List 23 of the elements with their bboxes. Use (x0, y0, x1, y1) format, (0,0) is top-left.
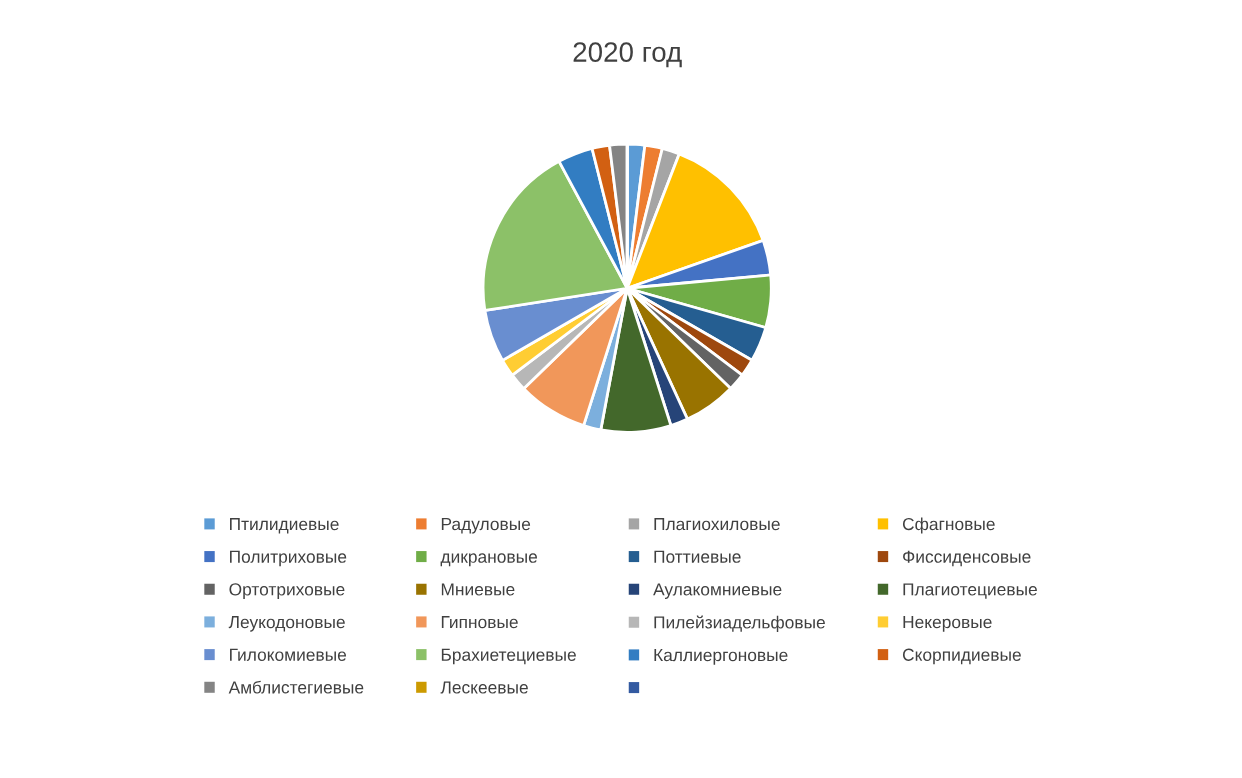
legend-label: Радуловые (441, 518, 531, 534)
legend-label: Плагиохиловые (654, 518, 780, 531)
legend-label: Поттиевые (654, 550, 741, 563)
legend-label: Брахиетециевые (441, 648, 576, 665)
legend-label: Амблистегиевые (228, 680, 364, 694)
legend-label: Гилокомиевые (230, 648, 347, 661)
legend-label: Гипновые (441, 616, 518, 629)
legend-label: Фиссиденсовые (903, 550, 1031, 567)
legend-label: Аулакомниевые (653, 583, 782, 599)
legend-label: Некеровые (903, 616, 992, 632)
legend-label: Пилейзиадельфовые (654, 615, 825, 632)
chart-title: 2020 год (573, 42, 682, 68)
legend-label: Леукодоновые (228, 616, 345, 632)
legend-label: Птилидиевые (230, 518, 339, 534)
legend-label: дикрановые (440, 553, 538, 567)
legend-label: Плагиотециевые (903, 583, 1037, 599)
legend-label: Сфагновые (902, 517, 995, 534)
legend-label: Политриховые (230, 550, 347, 567)
legend-label: Ортотриховые (229, 583, 345, 599)
legend-label: Мниевые (441, 583, 515, 596)
legend-label: Скорпидиевые (902, 648, 1021, 665)
legend-label: Лескеевые (440, 681, 528, 694)
legend-label: Каллиергоновые (654, 649, 788, 665)
